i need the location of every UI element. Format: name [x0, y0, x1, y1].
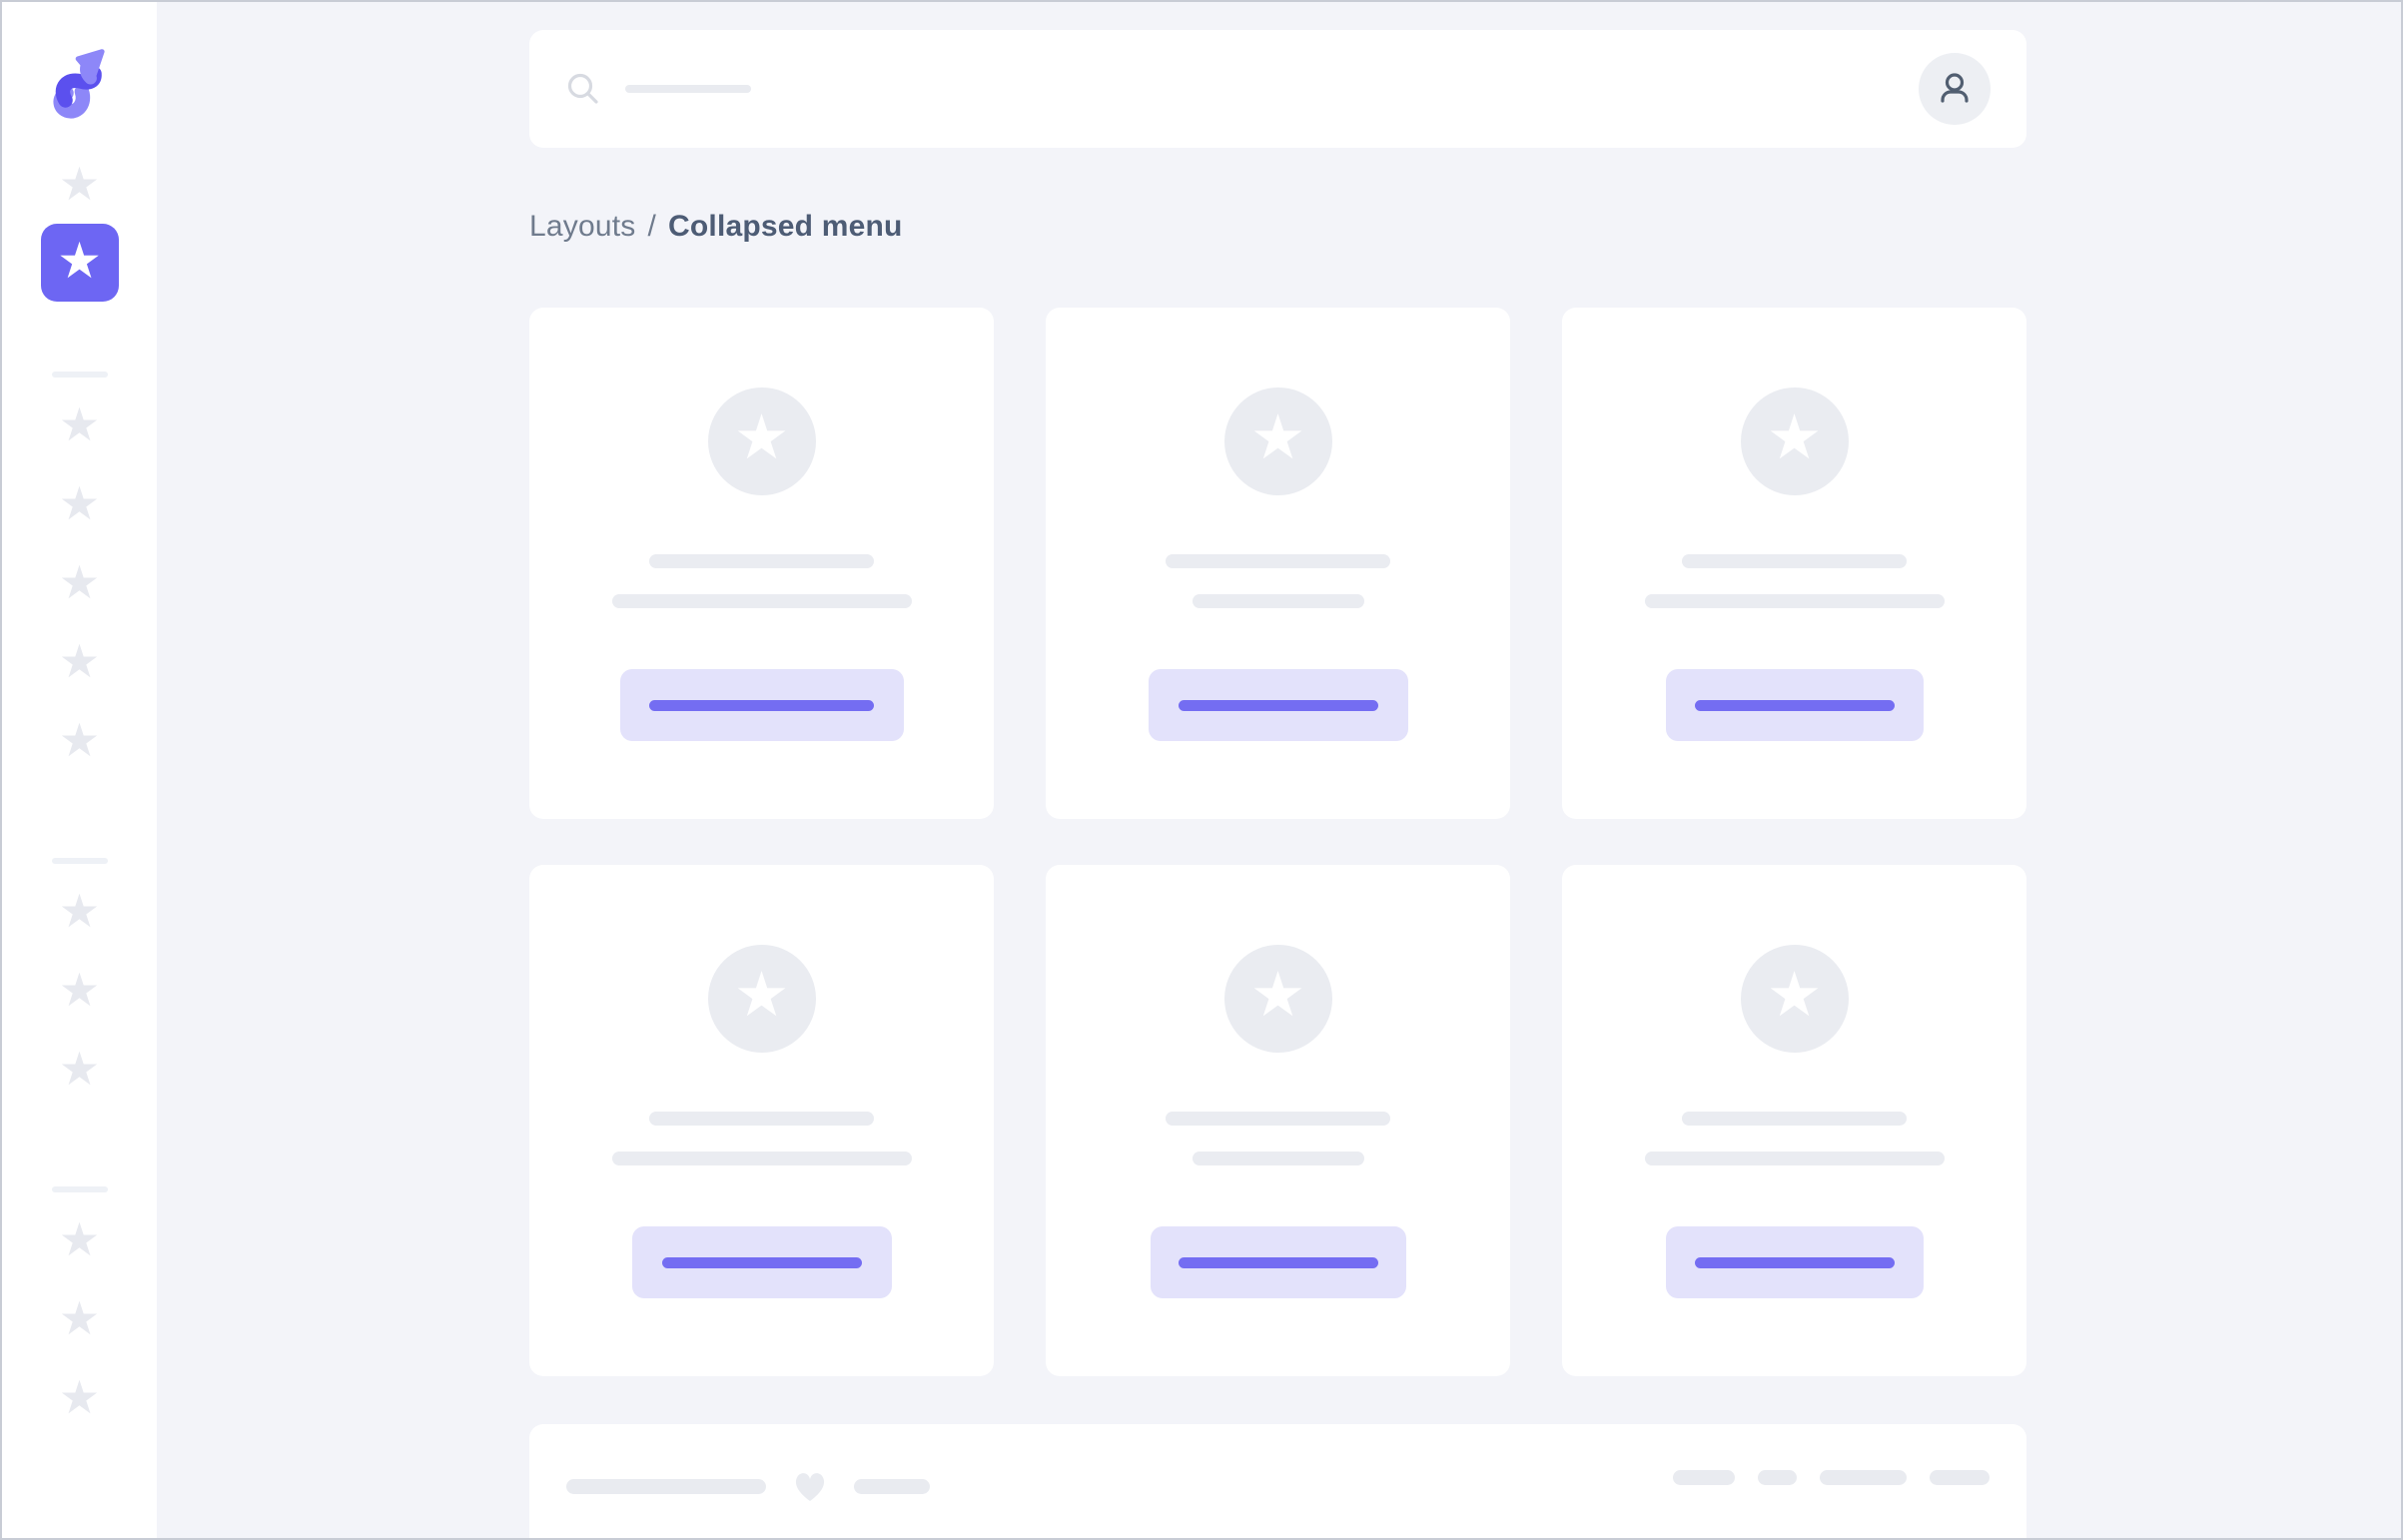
card-line-2 — [1644, 1152, 1945, 1165]
footer-bar-right — [1758, 1470, 1797, 1485]
placeholder-card: ★ — [529, 865, 994, 1376]
user-avatar-button[interactable] — [1919, 53, 1991, 125]
star-icon: ★ — [58, 1292, 101, 1344]
search-bar[interactable] — [529, 30, 2026, 148]
breadcrumb-separator: / — [647, 210, 657, 243]
star-icon: ★ — [58, 1213, 101, 1265]
sidebar-nav-groups: ★ ★ ★ ★ ★ ★ ★ ★ ★ ★ ★ — [51, 372, 108, 1457]
star-icon: ★ — [58, 885, 101, 937]
star-icon: ★ — [1249, 961, 1306, 1030]
placeholder-card: ★ — [1046, 308, 1510, 819]
star-icon: ★ — [733, 403, 790, 472]
sidebar: ★ ★ ★ ★ ★ ★ ★ ★ ★ ★ ★ ★ ★ — [2, 2, 157, 1538]
card-avatar-circle: ★ — [1740, 945, 1849, 1053]
bottom-card-right-group — [1673, 1468, 1990, 1485]
star-icon: ★ — [733, 961, 790, 1030]
sidebar-nav: ★ ★ ★ ★ ★ ★ ★ ★ ★ ★ ★ ★ ★ — [40, 161, 119, 1457]
card-button[interactable] — [1150, 1226, 1406, 1298]
card-line-2 — [1644, 594, 1945, 608]
sidebar-item-star[interactable]: ★ — [59, 480, 101, 526]
s-arrow-logo-icon — [52, 49, 105, 119]
placeholder-card: ★ — [1562, 865, 2026, 1376]
card-button[interactable] — [1665, 669, 1924, 741]
footer-bar-right — [1820, 1470, 1907, 1485]
card-button-bar — [661, 1256, 862, 1268]
card-button[interactable] — [631, 1226, 892, 1298]
star-icon: ★ — [58, 964, 101, 1016]
star-icon: ★ — [58, 477, 101, 529]
placeholder-card: ★ — [1046, 865, 1510, 1376]
card-avatar-circle: ★ — [1223, 945, 1332, 1053]
sidebar-item-star[interactable]: ★ — [59, 1216, 101, 1262]
card-line-1 — [649, 1112, 874, 1126]
card-line-1 — [1682, 554, 1907, 568]
sidebar-divider — [51, 372, 108, 378]
bottom-card — [529, 1424, 2026, 1538]
search-input-placeholder-bar — [625, 85, 751, 93]
star-icon: ★ — [1766, 403, 1823, 472]
star-icon: ★ — [58, 556, 101, 608]
card-line-1 — [649, 554, 874, 568]
card-button-bar — [1178, 699, 1378, 711]
sidebar-item-star[interactable]: ★ — [59, 638, 101, 684]
star-icon: ★ — [58, 398, 101, 450]
star-icon: ★ — [1766, 961, 1823, 1030]
card-button-bar — [1694, 699, 1895, 711]
footer-bar-right — [1673, 1470, 1735, 1485]
sidebar-item-star[interactable]: ★ — [59, 161, 101, 207]
sidebar-item-star[interactable]: ★ — [59, 967, 101, 1013]
sidebar-item-star[interactable]: ★ — [59, 401, 101, 447]
sidebar-divider — [51, 1186, 108, 1192]
sidebar-item-star[interactable]: ★ — [59, 1374, 101, 1420]
card-avatar-circle: ★ — [1223, 387, 1332, 495]
sidebar-item-star[interactable]: ★ — [59, 888, 101, 934]
placeholder-card: ★ — [1562, 308, 2026, 819]
star-icon: ★ — [57, 233, 102, 289]
search-icon — [565, 71, 601, 107]
breadcrumb: Layouts / Collapsed menu — [529, 210, 2026, 244]
sidebar-item-star-active[interactable]: ★ — [40, 224, 119, 302]
card-line-2 — [611, 1152, 912, 1165]
star-icon: ★ — [58, 714, 101, 766]
cards-grid: ★ ★ ★ ★ ★ — [529, 308, 2026, 1376]
card-button[interactable] — [1148, 669, 1408, 741]
star-icon: ★ — [58, 158, 101, 210]
card-button-bar — [1694, 1256, 1895, 1268]
app-logo — [51, 47, 109, 121]
card-button-bar — [649, 699, 874, 711]
sidebar-item-star[interactable]: ★ — [59, 717, 101, 763]
content-column: Layouts / Collapsed menu ★ ★ ★ ★ — [529, 30, 2026, 1538]
footer-bar-right — [1930, 1470, 1990, 1485]
star-icon: ★ — [58, 1043, 101, 1095]
breadcrumb-parent-link[interactable]: Layouts — [529, 210, 636, 243]
card-button[interactable] — [1665, 1226, 1924, 1298]
footer-bar-left-1 — [566, 1478, 766, 1494]
card-button-bar — [1178, 1256, 1378, 1268]
placeholder-card: ★ — [529, 308, 994, 819]
star-icon: ★ — [1249, 403, 1306, 472]
card-line-2 — [611, 594, 912, 608]
card-line-2 — [1192, 1152, 1364, 1165]
card-avatar-circle: ★ — [707, 387, 816, 495]
bottom-card-left-group — [566, 1468, 930, 1504]
sidebar-item-star[interactable]: ★ — [59, 1046, 101, 1092]
card-line-1 — [1682, 1112, 1907, 1126]
user-icon — [1941, 73, 1969, 103]
card-avatar-circle: ★ — [707, 945, 816, 1053]
card-line-2 — [1192, 594, 1364, 608]
footer-bar-left-2 — [854, 1478, 930, 1494]
main-area: Layouts / Collapsed menu ★ ★ ★ ★ — [157, 2, 2401, 1538]
star-icon: ★ — [58, 635, 101, 687]
sidebar-divider — [51, 858, 108, 864]
sidebar-item-star[interactable]: ★ — [59, 559, 101, 605]
heart-icon[interactable] — [790, 1468, 830, 1504]
star-icon: ★ — [58, 1371, 101, 1423]
card-line-1 — [1166, 554, 1390, 568]
sidebar-item-star[interactable]: ★ — [59, 1295, 101, 1341]
breadcrumb-current: Collapsed menu — [668, 210, 903, 243]
card-avatar-circle: ★ — [1740, 387, 1849, 495]
card-button[interactable] — [619, 669, 904, 741]
card-line-1 — [1166, 1112, 1390, 1126]
